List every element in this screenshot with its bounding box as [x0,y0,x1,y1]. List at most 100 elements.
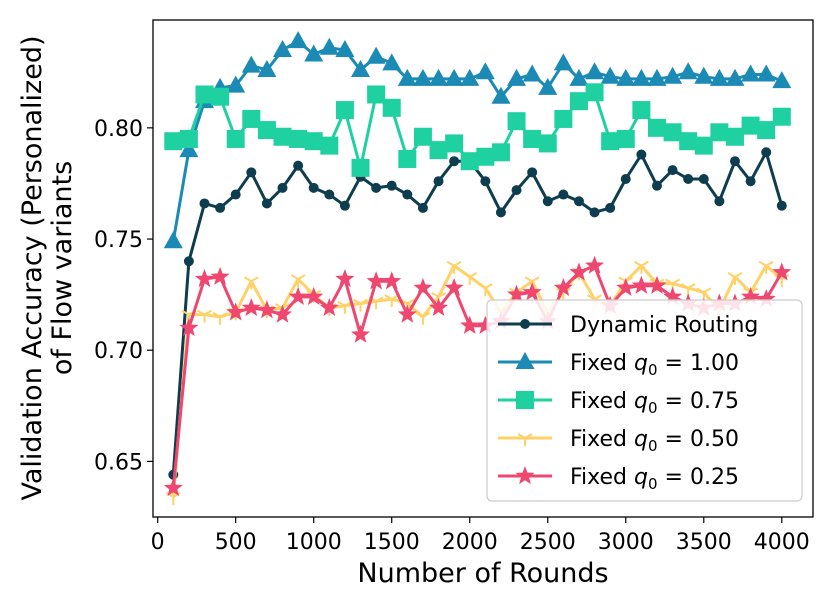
data-point [741,64,761,82]
legend-item: Fixed q0 = 0.50 [498,427,739,455]
data-point [741,286,761,305]
data-point [538,77,558,95]
series-1 [168,147,787,480]
data-point [272,304,293,323]
series-3 [164,83,791,177]
data-point [475,315,495,334]
data-point [727,271,743,285]
data-point [164,132,183,151]
data-point [273,40,293,58]
data-point [698,173,709,184]
data-point [308,182,319,193]
series-2 [163,31,792,249]
data-point [371,182,382,193]
data-point [476,147,495,166]
data-point [480,176,491,187]
data-point [553,277,573,297]
data-point [758,260,774,274]
data-point [446,260,462,274]
legend-box [486,299,803,502]
x-tick-label: 3000 [598,530,654,555]
legend-item: Fixed q0 = 0.25 [498,465,739,493]
data-point [663,123,682,142]
data-point [197,309,212,323]
data-point [324,189,335,200]
x-tick-label: 500 [215,530,257,555]
data-point [194,269,214,288]
data-point [647,68,667,86]
data-point [288,31,308,49]
data-point [179,140,199,158]
data-point [491,86,511,104]
data-point [585,255,605,274]
data-point [600,66,620,84]
legend-label: Fixed q0 = 0.50 [570,427,739,455]
data-point [460,68,480,86]
data-point [633,260,649,274]
data-point [605,202,616,213]
x-tick-label: 0 [151,530,165,555]
legend-marker [516,391,534,409]
data-point [397,304,417,323]
data-point [444,277,464,297]
data-point [165,492,181,505]
data-point [761,147,772,158]
data-point [725,68,745,86]
data-point [683,173,694,184]
legend: Dynamic Routing Fixed q0 = 1.00 Fixed q0 =… [486,299,803,502]
data-point [163,478,183,497]
data-point [429,141,448,160]
data-point [413,68,433,86]
data-point [678,62,698,80]
data-point [398,149,417,168]
data-point [261,198,272,209]
data-point [757,121,776,140]
data-point [573,196,584,207]
data-point [382,271,402,290]
data-point [745,176,756,187]
data-point [429,297,449,317]
data-point [542,196,553,207]
data-point [772,107,791,126]
data-point [351,60,371,78]
data-point [585,62,605,80]
legend-marker [517,433,533,446]
axis-ticks: 0 500 1000 1500 2000 2500 3000 3500 4000 0.65 0.70… [94,117,810,555]
x-axis-label: Number of Rounds [357,558,608,589]
data-point [382,53,402,71]
data-point [585,83,604,102]
data-point [475,62,495,80]
data-point [756,64,776,82]
data-point [710,123,729,142]
data-point [230,189,241,200]
data-point [367,85,386,104]
x-tick-label: 3500 [676,530,732,555]
data-point [241,55,261,73]
data-point [210,266,230,285]
data-point [460,315,480,334]
data-point [460,152,479,171]
data-point [382,98,401,117]
data-point [507,68,527,86]
y-axis-label-line1: Validation Accuracy (Personalized) [17,35,48,500]
x-tick-label: 1500 [364,530,420,555]
data-point [319,37,339,55]
legend-item: Fixed q0 = 1.00 [498,351,739,379]
series-line [171,264,783,498]
data-point [663,66,683,84]
data-point [163,231,183,249]
data-point [554,109,573,128]
data-point [366,271,386,290]
data-point [319,297,339,317]
data-point [709,68,729,86]
data-point [335,40,355,58]
legend-label: Fixed q0 = 0.25 [570,465,739,493]
data-point [179,129,198,148]
x-tick-label: 2000 [442,530,498,555]
data-point [553,53,573,71]
data-point [339,200,350,211]
data-point [538,134,557,153]
data-point [226,75,246,93]
data-point [242,109,261,128]
data-point [293,160,304,171]
